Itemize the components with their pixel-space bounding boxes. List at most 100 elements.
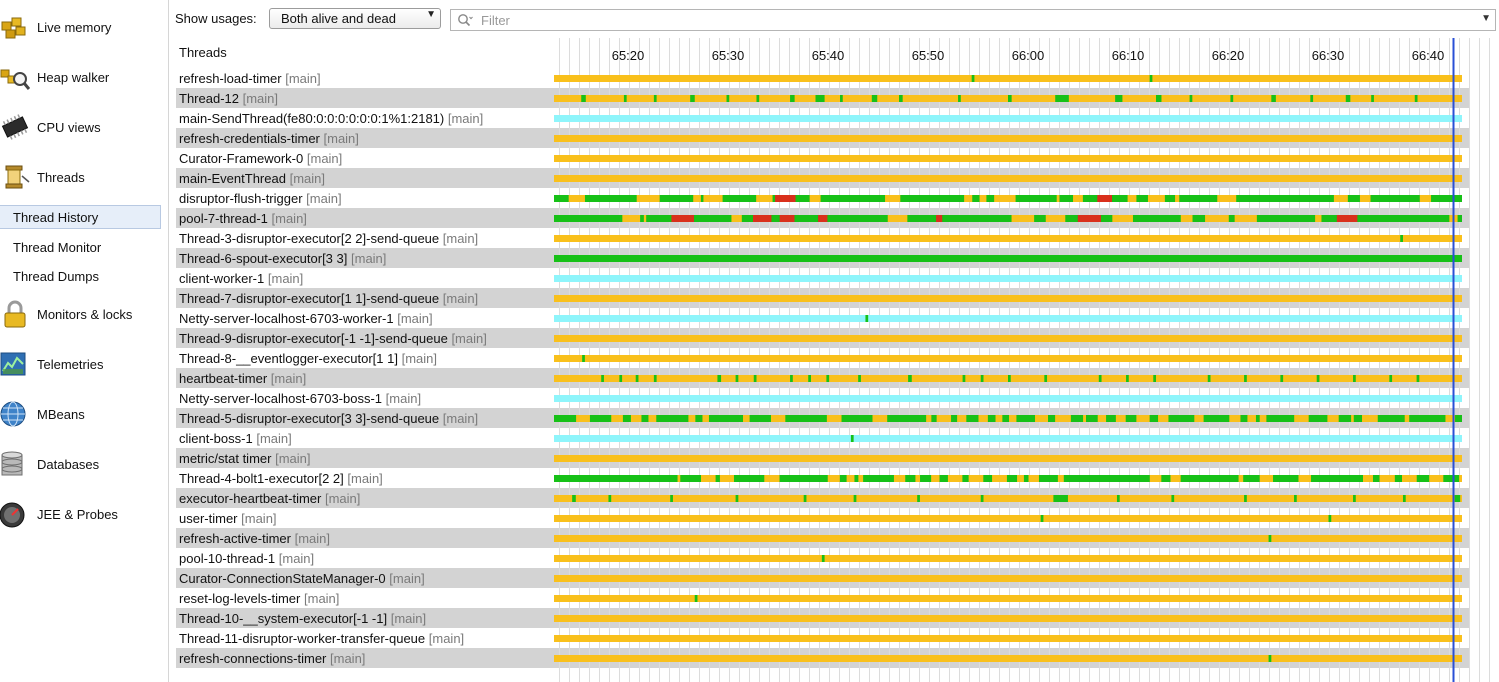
nav-mbeans-label: MBeans [37, 407, 85, 422]
thread-row[interactable]: Netty-server-localhost-6703-worker-1 [ma… [176, 308, 1470, 328]
chevron-down-icon: ▼ [426, 9, 436, 20]
thread-row[interactable]: reset-log-levels-timer [main] [176, 588, 1470, 608]
thread-group: [main] [451, 331, 487, 346]
filter-input[interactable] [479, 11, 1439, 29]
state-segment [1345, 95, 1351, 102]
state-segment [554, 655, 1462, 662]
state-segment [1073, 195, 1083, 202]
thread-name: pool-10-thread-1 [main] [179, 551, 314, 566]
usage-select[interactable]: Both alive and dead ▼ [269, 8, 441, 29]
nav-heap-walker[interactable]: Heap walker [0, 56, 169, 100]
thread-group: [main] [285, 71, 321, 86]
thread-row[interactable]: Thread-4-bolt1-executor[2 2] [main] [176, 468, 1470, 488]
nav-thread-monitor[interactable]: Thread Monitor [0, 235, 161, 259]
state-segment [908, 375, 912, 382]
state-segment [899, 95, 903, 102]
filter-field[interactable]: ▼ [450, 9, 1496, 31]
state-segment [1315, 215, 1322, 222]
thread-name-text: client-boss-1 [179, 431, 253, 446]
state-segment [554, 575, 1462, 582]
thread-name: heartbeat-timer [main] [179, 371, 306, 386]
thread-group: [main] [241, 511, 277, 526]
search-icon [458, 14, 473, 27]
state-segment [554, 535, 1462, 542]
thread-row[interactable]: Thread-11-disruptor-worker-transfer-queu… [176, 628, 1470, 648]
state-segment [1017, 475, 1024, 482]
filter-dropdown-icon[interactable]: ▼ [1481, 13, 1491, 24]
state-segment [1244, 375, 1247, 382]
state-segment [735, 375, 739, 382]
nav-databases[interactable]: Databases [0, 443, 169, 487]
thread-state-bar [554, 455, 1462, 462]
state-segment [1247, 415, 1256, 422]
thread-row[interactable]: refresh-load-timer [main] [176, 68, 1470, 88]
state-segment [700, 475, 716, 482]
nav-threads[interactable]: Threads [0, 156, 169, 200]
thread-row[interactable]: client-boss-1 [main] [176, 428, 1470, 448]
thread-row[interactable]: Curator-Framework-0 [main] [176, 148, 1470, 168]
thread-row[interactable]: main-SendThread(fe80:0:0:0:0:0:0:1%1:218… [176, 108, 1470, 128]
thread-name-text: refresh-connections-timer [179, 651, 327, 666]
nav-live-memory[interactable]: Live memory [0, 6, 169, 50]
thread-group: [main] [256, 431, 292, 446]
thread-state-bar [554, 195, 1462, 202]
state-segment [756, 95, 760, 102]
thread-row[interactable]: disruptor-flush-trigger [main] [176, 188, 1470, 208]
time-label: 65:20 [612, 48, 645, 63]
thread-row[interactable]: Netty-server-localhost-6703-boss-1 [main… [176, 388, 1470, 408]
thread-row[interactable]: Thread-8-__eventlogger-executor[1 1] [ma… [176, 348, 1470, 368]
thread-group: [main] [294, 531, 330, 546]
thread-name: main-SendThread(fe80:0:0:0:0:0:0:1%1:218… [179, 111, 483, 126]
state-segment [931, 475, 940, 482]
state-segment [815, 95, 825, 102]
thread-group: [main] [267, 271, 304, 286]
thread-row[interactable]: pool-10-thread-1 [main] [176, 548, 1470, 568]
telemetry-icon [0, 352, 26, 376]
nav-mbeans[interactable]: MBeans [0, 393, 169, 437]
state-segment [1238, 475, 1244, 482]
state-segment [917, 495, 920, 502]
state-segment [582, 355, 585, 362]
state-segment [1189, 95, 1193, 102]
state-segment [1280, 375, 1284, 382]
nav-monitors-locks[interactable]: Monitors & locks [0, 293, 169, 337]
nav-jee-probes[interactable]: JEE & Probes [0, 493, 169, 537]
state-segment [622, 215, 641, 222]
thread-group: [main] [351, 251, 387, 266]
thread-row[interactable]: user-timer [main] [176, 508, 1470, 528]
state-segment [1035, 415, 1049, 422]
thread-row[interactable]: Thread-3-disruptor-executor[2 2]-send-qu… [176, 228, 1470, 248]
thread-state-bar [554, 315, 1462, 322]
state-segment [936, 215, 943, 222]
thread-group: [main] [306, 191, 342, 206]
nav-telemetries[interactable]: Telemetries [0, 343, 169, 387]
state-segment [1362, 475, 1373, 482]
thread-row[interactable]: client-worker-1 [main] [176, 268, 1470, 288]
state-segment [554, 235, 1462, 242]
thread-name: disruptor-flush-trigger [main] [179, 191, 342, 206]
thread-group: [main] [442, 411, 479, 426]
state-segment [1459, 475, 1462, 482]
threads-icon [5, 165, 30, 189]
thread-name-text: refresh-active-timer [179, 531, 291, 546]
timeline-chart[interactable]: 65:20 65:30 65:40 65:50 66:00 66:10 66:20 66:30… [170, 38, 1499, 682]
state-segment [1149, 475, 1162, 482]
state-segment [1115, 415, 1126, 422]
nav-thread-dumps[interactable]: Thread Dumps [0, 264, 161, 288]
state-segment [926, 415, 932, 422]
state-segment [779, 215, 795, 222]
state-segment [1083, 415, 1087, 422]
state-segment [994, 195, 1016, 202]
thread-group: [main] [447, 111, 484, 126]
state-segment [619, 375, 623, 382]
thread-state-bar [554, 375, 1462, 382]
thread-name: Thread-5-disruptor-executor[3 3]-send-qu… [179, 411, 478, 426]
state-segment [1028, 475, 1039, 482]
state-segment [1268, 535, 1272, 542]
nav-thread-history[interactable]: Thread History [0, 205, 161, 229]
state-segment [743, 415, 750, 422]
state-segment [572, 495, 576, 502]
state-segment [1044, 375, 1048, 382]
state-segment [1404, 415, 1410, 422]
nav-cpu-views[interactable]: CPU views [0, 106, 169, 150]
